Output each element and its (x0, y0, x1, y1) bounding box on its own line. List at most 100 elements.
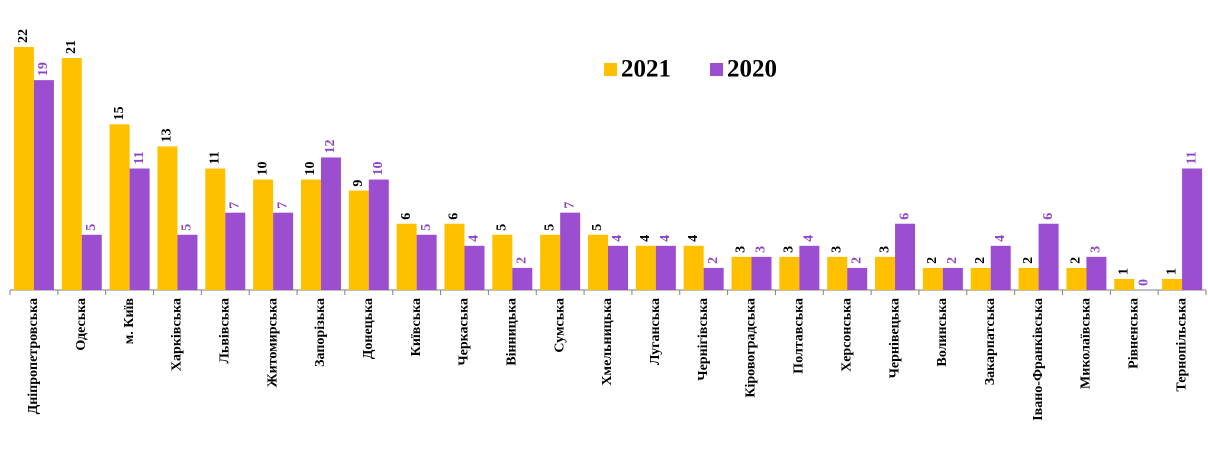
value-label: 6 (1041, 213, 1056, 220)
value-label: 11 (1184, 151, 1199, 164)
bar (588, 234, 608, 290)
value-label: 3 (782, 246, 797, 253)
bar (560, 212, 581, 290)
x-tick-label: Херсонська (839, 298, 854, 372)
value-label: 1 (1164, 268, 1179, 275)
x-tick-label: Кіровоградська (744, 298, 759, 398)
value-label: 2 (1069, 257, 1084, 264)
value-label: 5 (590, 224, 605, 231)
value-label: 5 (419, 224, 434, 231)
bar (300, 179, 321, 290)
x-tick-label: Одеська (74, 298, 89, 351)
value-label: 2 (945, 257, 960, 264)
value-label: 15 (112, 106, 127, 120)
value-label: 7 (275, 202, 290, 209)
value-label: 7 (227, 202, 242, 209)
bar (492, 234, 513, 290)
value-label: 4 (467, 235, 482, 242)
bar (895, 223, 916, 290)
x-tick-label: Донецька (361, 298, 376, 359)
bar (779, 256, 800, 290)
value-label: 19 (36, 62, 51, 76)
x-tick-label: Луганська (648, 298, 663, 365)
bar (990, 245, 1011, 290)
value-label: 6 (897, 213, 912, 220)
legend-swatch (710, 63, 723, 76)
legend-label: 2021 (621, 56, 671, 83)
bar (61, 58, 82, 290)
x-tick-label: Рівненська (1126, 298, 1141, 369)
value-label: 21 (64, 40, 79, 54)
bar (348, 190, 369, 290)
value-label: 2 (515, 257, 530, 264)
x-tick-label: Чернігівська (696, 298, 711, 381)
legend-swatch (604, 63, 617, 76)
bar (655, 245, 676, 290)
value-label: 3 (734, 246, 749, 253)
value-label: 5 (495, 224, 510, 231)
bar (129, 168, 150, 290)
x-tick-label: Сумська (552, 298, 567, 353)
bar (942, 267, 963, 290)
bar (827, 256, 848, 290)
bar (109, 124, 130, 291)
x-tick-label: Івано-Франківська (1031, 298, 1046, 421)
x-tick-label: Запорізька (313, 298, 328, 367)
value-label: 13 (160, 128, 175, 142)
value-label: 6 (447, 213, 462, 220)
value-label: 3 (877, 246, 892, 253)
x-tick-label: Харківська (170, 298, 185, 371)
x-tick-label: Миколаївська (1079, 298, 1094, 389)
x-tick-label: Вінницька (505, 298, 520, 366)
bar (157, 146, 178, 290)
bar (608, 245, 628, 290)
bar (922, 267, 943, 290)
x-tick-label: Хмельницька (600, 298, 615, 386)
value-label: 4 (638, 235, 653, 242)
value-label: 4 (610, 235, 625, 242)
value-label: 5 (84, 224, 99, 231)
value-label: 5 (180, 224, 195, 231)
x-tick-label: Волинська (935, 298, 950, 367)
x-tick-label: Житомирська (265, 298, 280, 387)
bar (1114, 278, 1135, 290)
bar (396, 223, 417, 290)
value-label: 2 (973, 257, 988, 264)
value-label: 6 (399, 213, 414, 220)
bar (444, 223, 465, 290)
bar (1086, 256, 1107, 290)
value-label: 10 (303, 162, 318, 176)
x-tick-label: Київська (409, 298, 424, 356)
bar (1162, 278, 1183, 290)
value-label: 22 (16, 29, 31, 43)
bar (464, 245, 485, 290)
bar (205, 168, 226, 290)
bar (875, 256, 896, 290)
value-label: 3 (829, 246, 844, 253)
bar (731, 256, 752, 290)
bar (1018, 267, 1039, 290)
bar (540, 234, 561, 290)
bar (703, 267, 724, 290)
x-tick-label: Дніпропетровська (26, 298, 41, 414)
x-tick-label: Черкаська (457, 298, 472, 366)
bar (1182, 168, 1203, 290)
value-label: 3 (754, 246, 769, 253)
bar (33, 80, 54, 291)
x-tick-label: Львівська (217, 298, 232, 364)
value-label: 10 (371, 162, 386, 176)
value-label: 11 (207, 151, 222, 164)
value-label: 2 (706, 257, 721, 264)
bar (81, 234, 102, 290)
value-label: 4 (658, 235, 673, 242)
bar (751, 256, 772, 290)
bar (1066, 267, 1087, 290)
value-label: 4 (686, 235, 701, 242)
bar (273, 212, 294, 290)
bar (416, 234, 437, 290)
value-label: 9 (351, 180, 366, 187)
bar (970, 267, 991, 290)
value-label: 2 (925, 257, 940, 264)
value-label: 5 (542, 224, 557, 231)
bar (320, 157, 341, 290)
